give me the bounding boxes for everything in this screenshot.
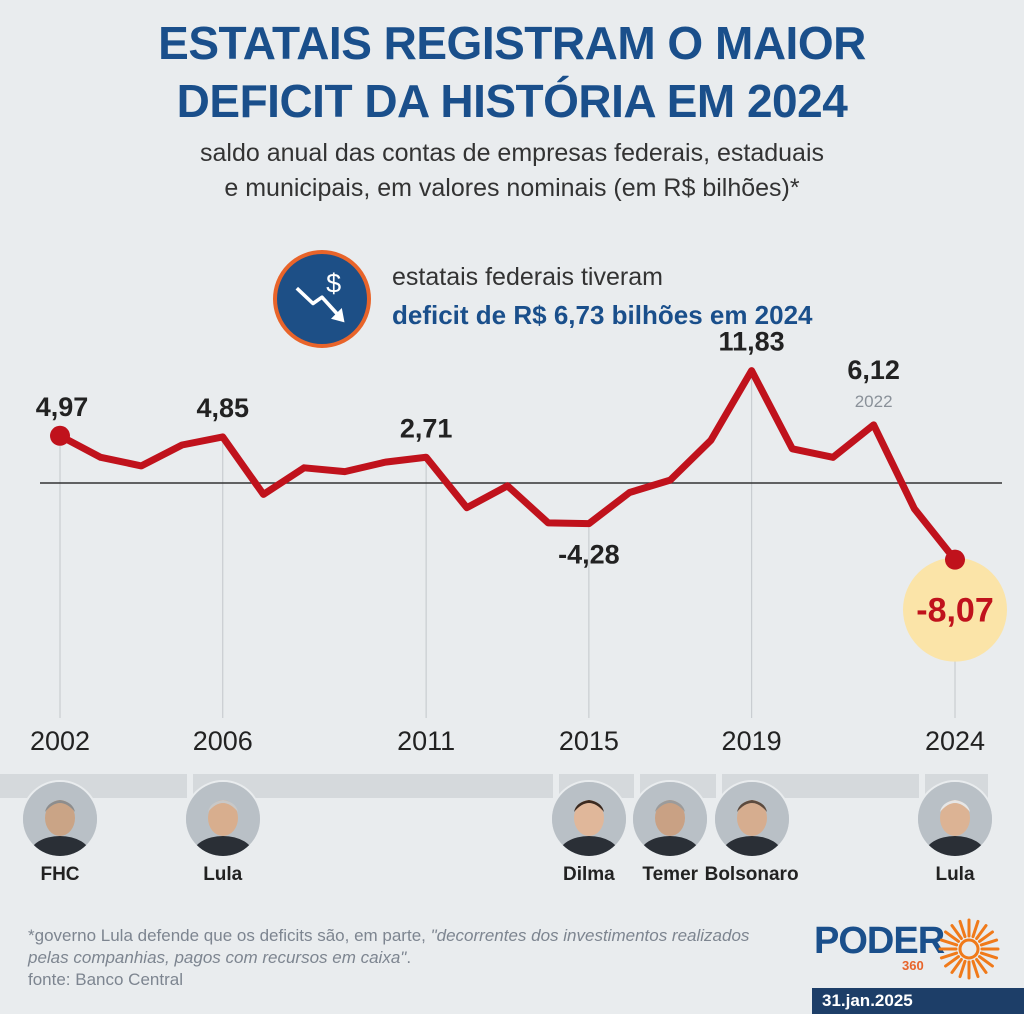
president-lula: Lula (900, 780, 1010, 886)
x-tick-2019: 2019 (722, 726, 782, 756)
data-label-2015: -4,28 (558, 540, 620, 570)
data-label-2011: 2,71 (400, 413, 453, 443)
point-2024 (945, 549, 965, 570)
dollar-down-trend-icon: $ (273, 250, 371, 348)
svg-text:$: $ (326, 269, 341, 299)
avatar (549, 780, 628, 858)
chart-title: ESTATAIS REGISTRAM O MAIOR DEFICIT DA HI… (0, 14, 1024, 130)
x-tick-2002: 2002 (30, 726, 90, 756)
logo-number: 360 (902, 958, 924, 973)
footnote: *governo Lula defende que os deficits sã… (28, 925, 788, 991)
avatar (916, 780, 994, 858)
chart-subtitle: saldo anual das contas de empresas feder… (0, 136, 1024, 206)
series-line (56, 367, 959, 564)
subtitle-line-1: saldo anual das contas de empresas feder… (200, 139, 824, 167)
data-label-2006: 4,85 (196, 393, 249, 423)
data-sublabel-2022: 2022 (855, 392, 893, 411)
subtitle-line-2: e municipais, em valores nominais (em R$… (224, 174, 800, 202)
president-name: FHC (40, 864, 80, 885)
data-label-2002: 4,97 (36, 392, 89, 422)
line-chart: 4,97 4,85 2,71 -4,28 11,83 6,12 2022 -8,07 2002… (30, 330, 1007, 756)
president-name: Lula (203, 864, 243, 885)
publication-date: 31.jan.2025 (812, 988, 1024, 1014)
x-tick-2024: 2024 (925, 726, 985, 756)
avatar (21, 780, 99, 858)
president-fhc: FHC (5, 780, 115, 886)
x-tick-2015: 2015 (559, 726, 619, 756)
x-tick-2006: 2006 (193, 726, 253, 756)
title-line-1: ESTATAIS REGISTRAM O MAIOR (158, 17, 866, 69)
sun-icon (938, 918, 1000, 980)
president-name: Bolsonaro (704, 864, 799, 885)
footnote-prefix: *governo Lula defende que os deficits sã… (28, 926, 431, 945)
callout-highlight: deficit de R$ 6,73 bilhões em 2024 (392, 300, 813, 330)
logo-word: PODER (814, 920, 945, 962)
president-name: Temer (642, 864, 699, 885)
avatar (712, 780, 791, 858)
president-name: Dilma (562, 864, 615, 885)
avatar (183, 780, 262, 858)
president-lula: Lula (168, 780, 278, 886)
x-tick-2011: 2011 (397, 726, 455, 756)
footnote-suffix: . (406, 948, 412, 967)
president-dilma: Dilma (534, 780, 644, 886)
title-line-2: DEFICIT DA HISTÓRIA EM 2024 (176, 75, 848, 127)
highlight-circle (903, 557, 1007, 662)
footnote-quote: "decorrentes dos investimentos realizado… (28, 926, 750, 967)
data-label-2019: 11,83 (719, 330, 785, 357)
point-2002 (50, 425, 70, 446)
callout-text: estatais federais tiveram (392, 263, 663, 291)
data-label-2024: -8,07 (916, 592, 994, 630)
data-label-2022: 6,12 (847, 355, 900, 385)
president-bolsonaro: Bolsonaro (697, 780, 807, 886)
president-name: Lula (935, 864, 975, 885)
poder360-logo: PODER 360 (812, 916, 1002, 980)
president-temer: Temer (615, 780, 725, 886)
source-text: fonte: Banco Central (28, 970, 183, 989)
avatar (631, 780, 710, 858)
